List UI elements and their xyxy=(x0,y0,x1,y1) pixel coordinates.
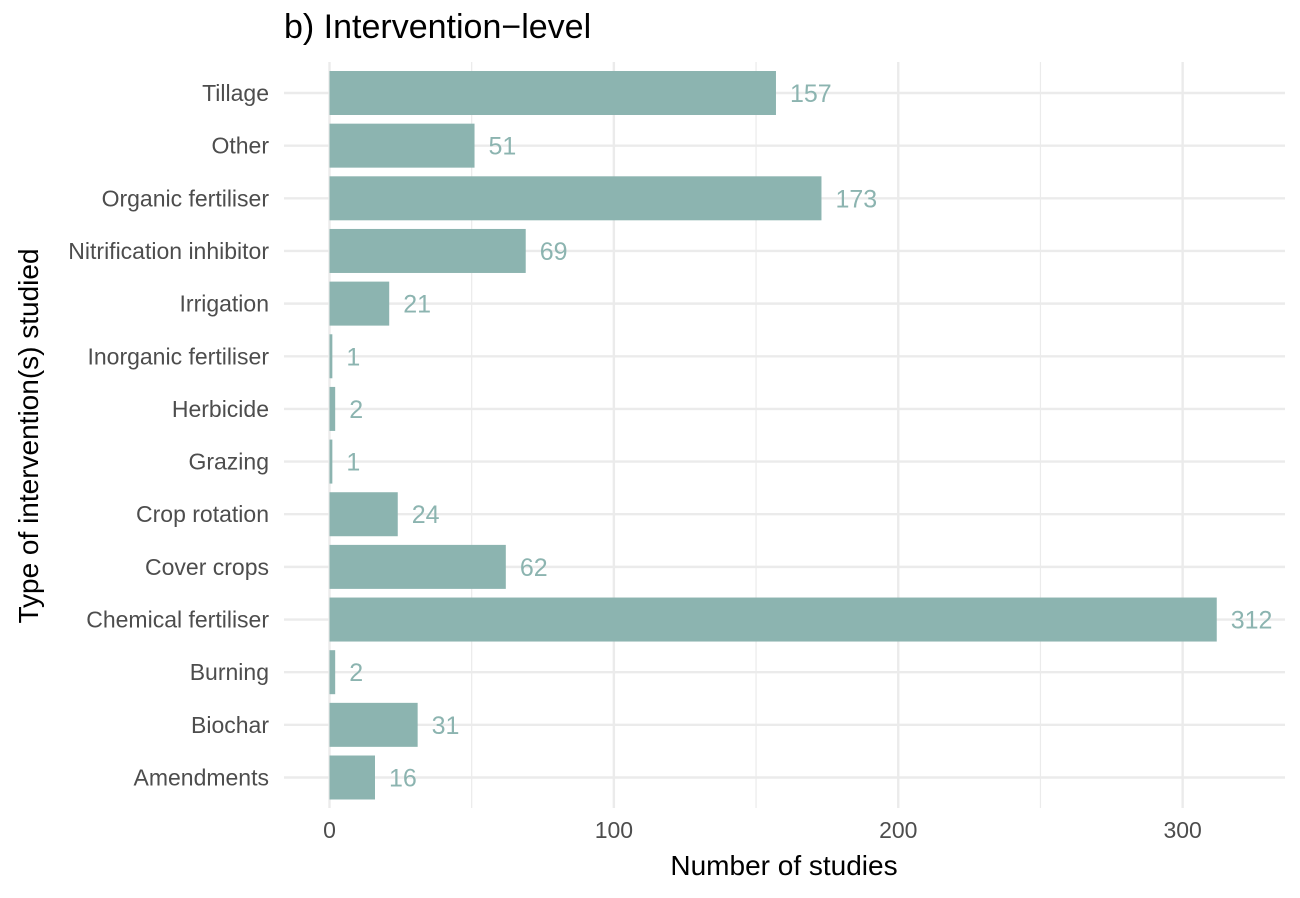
bar xyxy=(329,439,333,484)
y-tick-label: Crop rotation xyxy=(136,501,269,527)
x-axis-title: Number of studies xyxy=(670,850,897,881)
data-label: 51 xyxy=(489,133,517,161)
y-tick-label: Biochar xyxy=(191,712,269,738)
x-tick-label: 300 xyxy=(1163,817,1201,843)
y-tick-label: Organic fertiliser xyxy=(102,185,270,211)
data-label: 1 xyxy=(346,449,360,477)
grid-layer xyxy=(284,62,1285,808)
bar xyxy=(329,176,822,221)
y-tick-label: Other xyxy=(211,133,269,159)
y-tick-labels: Amendments Biochar Burning Chemical fertili… xyxy=(68,80,269,791)
x-tick-labels: 0 100 200 300 xyxy=(323,817,1202,843)
y-tick-label: Grazing xyxy=(188,449,269,475)
y-tick-label: Nitrification inhibitor xyxy=(68,238,269,264)
bar xyxy=(329,334,333,379)
bar xyxy=(329,492,398,537)
data-label: 31 xyxy=(432,712,460,740)
bar xyxy=(329,71,776,115)
x-tick-label: 100 xyxy=(595,817,633,843)
bar xyxy=(329,755,375,800)
y-tick-label: Burning xyxy=(190,659,269,685)
data-label: 16 xyxy=(389,765,417,793)
data-label: 1 xyxy=(346,343,360,371)
y-tick-label: Amendments xyxy=(133,765,269,791)
data-label: 173 xyxy=(835,185,877,213)
x-tick-label: 200 xyxy=(879,817,917,843)
data-label: 157 xyxy=(790,80,832,108)
bar xyxy=(329,702,418,747)
bar xyxy=(329,650,336,695)
data-label: 62 xyxy=(520,554,548,582)
bar xyxy=(329,597,1217,642)
y-tick-label: Chemical fertiliser xyxy=(86,607,269,633)
bar xyxy=(329,281,390,326)
bar xyxy=(329,123,475,168)
data-label: 312 xyxy=(1231,607,1273,635)
bar xyxy=(329,228,526,273)
bar xyxy=(329,386,336,431)
y-tick-label: Inorganic fertiliser xyxy=(87,343,269,369)
y-tick-label: Cover crops xyxy=(145,554,269,580)
bar-layer xyxy=(329,71,1217,800)
data-label: 21 xyxy=(403,291,431,319)
data-label: 69 xyxy=(540,238,568,266)
data-label: 2 xyxy=(349,396,363,424)
data-label: 24 xyxy=(412,501,440,529)
y-tick-label: Herbicide xyxy=(172,396,269,422)
y-axis-title: Type of intervention(s) studied xyxy=(13,248,44,623)
y-tick-label: Irrigation xyxy=(180,291,269,317)
bar xyxy=(329,544,506,589)
data-label: 2 xyxy=(349,659,363,687)
y-tick-label: Tillage xyxy=(202,80,269,106)
x-tick-label: 0 xyxy=(323,817,336,843)
chart-title: b) Intervention−level xyxy=(284,8,591,46)
